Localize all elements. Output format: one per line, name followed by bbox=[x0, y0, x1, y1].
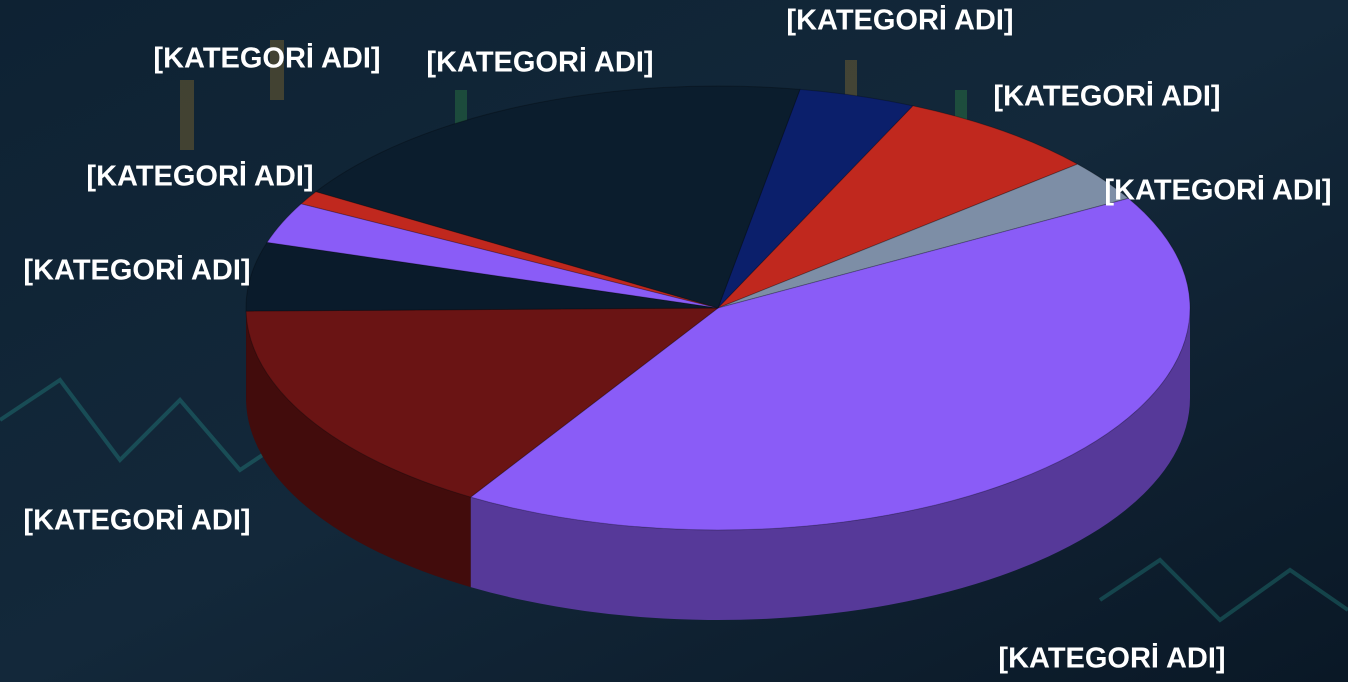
slice-label: [KATEGORİ ADI] bbox=[23, 255, 250, 287]
chart: [KATEGORİ ADI] [KATEGORİ ADI] [KATEGORİ AD… bbox=[0, 0, 1348, 682]
slice-label: [KATEGORİ ADI] bbox=[153, 43, 380, 75]
slice-label: [KATEGORİ ADI] bbox=[86, 161, 313, 193]
slice-label: [KATEGORİ ADI] bbox=[1104, 175, 1331, 207]
slice-label: [KATEGORİ ADI] bbox=[993, 81, 1220, 113]
slice-label: [KATEGORİ ADI] bbox=[23, 505, 250, 537]
pie bbox=[246, 86, 1190, 620]
slice-label: [KATEGORİ ADI] bbox=[426, 47, 653, 79]
slice-label: [KATEGORİ ADI] bbox=[786, 5, 1013, 37]
page: [KATEGORİ ADI] [KATEGORİ ADI] [KATEGORİ AD… bbox=[0, 0, 1348, 682]
slice-label: [KATEGORİ ADI] bbox=[998, 643, 1225, 675]
